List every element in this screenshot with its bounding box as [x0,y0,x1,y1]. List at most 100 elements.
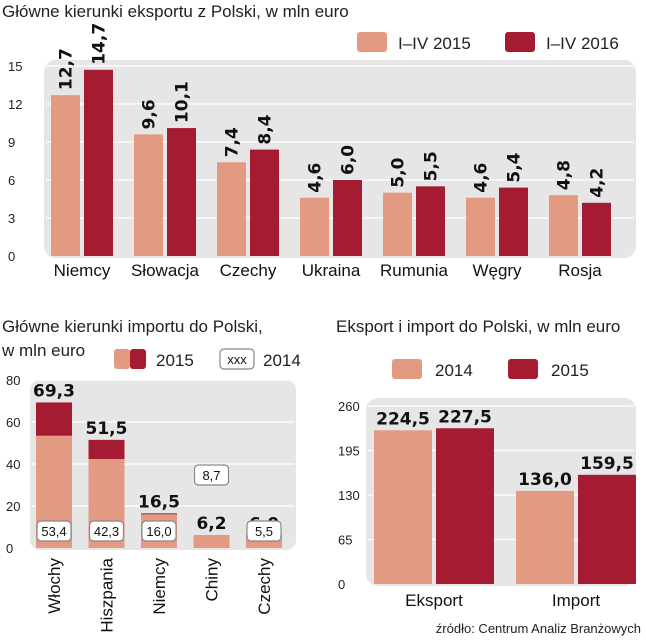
totals-bar-2015 [436,428,494,584]
import-value-box-2014 [88,520,125,542]
export-bar-2016 [167,128,196,256]
import-value-box-2014 [36,520,72,542]
c2-y-tick: 80 [6,373,20,388]
totals-chart: Eksport i import do Polski, w mln euro 2… [336,317,636,610]
totals-category-label: Eksport [405,591,463,610]
export-legend-2016: I–IV 2016 [546,34,619,53]
import-value-box-2014 [193,464,230,486]
export-bar-2016 [582,202,611,256]
export-bar-2016 [84,69,113,256]
export-value-label: 4,6 [306,163,326,193]
import-value-label-2014: 8,7 [202,468,220,483]
import-bars [36,402,282,548]
export-bars [51,69,611,256]
export-value-label: 4,2 [588,168,608,198]
export-bar-2015 [383,192,412,256]
import-bar-2015 [88,439,125,460]
export-title: Główne kierunki eksportu z Polski, w mln… [2,2,349,21]
c3-y-tick: 130 [338,488,360,503]
totals-bar-2015 [578,474,636,584]
export-value-label: 5,0 [389,157,409,187]
export-category-label: Ukraina [302,261,361,280]
import-category-label: Chiny [203,558,222,602]
totals-value-label: 136,0 [518,470,572,490]
c2-y-tick: 20 [6,499,20,514]
totals-legend-2015: 2015 [551,361,589,380]
c3-y-tick: 195 [338,444,360,459]
c2-y-tick: 40 [6,457,20,472]
import-data-labels: 69,353,451,542,316,516,06,28,76,05,5 [33,381,282,542]
c1-y-tick: 15 [8,59,22,74]
import-gridlines [32,379,294,507]
import-category-label: Czechy [255,558,274,615]
c1-y-tick: 6 [8,173,15,188]
export-bar-2016 [499,187,528,256]
export-bar-2015 [300,197,329,256]
export-chart: Główne kierunki eksportu z Polski, w mln… [2,2,636,280]
import-x-axis: Włochy Hiszpania Niemcy Chiny Czechy [45,557,274,632]
export-value-label: 5,4 [505,152,525,182]
export-bar-2016 [250,149,279,256]
import-bar-2015 [36,402,72,436]
totals-category-label: Import [552,591,600,610]
import-category-label: Niemcy [150,558,169,615]
import-legend-box-text: xxx [227,352,247,367]
totals-bar-2014 [374,430,432,584]
c1-y-tick: 9 [8,135,15,150]
export-category-label: Węgry [472,261,522,280]
export-legend-swatch-2015 [357,32,387,52]
totals-title: Eksport i import do Polski, w mln euro [336,317,620,336]
c3-y-tick: 65 [338,533,352,548]
c1-y-tick: 12 [8,97,22,112]
import-bar-2014-portion [246,536,282,548]
import-bar-2015 [141,513,177,515]
export-bar-2015 [51,95,80,256]
import-legend-box-sample [219,348,255,370]
import-title-line1: Główne kierunki importu do Polski, [2,317,263,336]
import-value-box-2014 [141,520,177,542]
import-legend-2015: 2015 [156,351,194,370]
totals-data-labels: 224,5 227,5 136,0 159,5 [376,407,634,490]
export-value-label: 12,7 [57,48,77,90]
import-bar-2015 [193,534,230,548]
export-data-labels: 12,7 14,7 9,6 10,1 7,4 8,4 4,6 6,0 5,0 5,5 4,6 5,4 4… [57,23,608,198]
export-value-label: 6,0 [339,145,359,175]
import-value-label-2015: 6,2 [196,514,226,534]
import-value-label-2014: 16,0 [146,524,171,539]
export-bar-2016 [416,186,445,256]
totals-x-axis: Eksport Import [405,591,600,610]
totals-value-label: 159,5 [580,454,634,474]
export-value-label: 9,6 [140,99,160,129]
import-value-label-2015: 69,3 [33,381,75,401]
export-bar-2016 [333,180,362,256]
export-x-axis: Niemcy Słowacja Czechy Ukraina Rumunia Węgry R… [54,261,603,280]
export-value-label: 4,6 [472,163,492,193]
import-category-label: Hiszpania [98,557,117,632]
source-note: źródło: Centrum Analiz Branżowych [436,621,641,636]
totals-legend-swatch-2015 [508,359,538,379]
totals-value-label: 224,5 [376,409,430,429]
import-legend-swatch-2015 [114,349,146,369]
export-y-axis: 0 3 6 9 12 15 [8,59,22,264]
import-y-axis: 0 20 40 60 80 [6,373,20,556]
c2-y-tick: 0 [6,541,13,556]
totals-bars [374,428,636,584]
export-category-label: Rumunia [380,261,449,280]
totals-legend-2014: 2014 [435,361,473,380]
export-value-label: 14,7 [90,23,110,65]
export-legend-swatch-2016 [505,32,535,52]
export-bar-2015 [549,195,578,256]
export-bar-2015 [134,134,163,256]
import-value-label-2014: 5,5 [255,524,273,539]
export-category-label: Rosja [558,261,602,280]
import-value-box-2014 [246,520,282,542]
export-category-label: Czechy [220,261,277,280]
import-category-label: Włochy [45,558,64,614]
import-chart: Główne kierunki importu do Polski, w mln… [1,317,301,633]
import-legend-2014: 2014 [263,351,301,370]
c2-y-tick: 60 [6,415,20,430]
export-category-label: Niemcy [54,261,111,280]
export-bar-2015 [217,162,246,256]
totals-value-label: 227,5 [438,407,492,427]
